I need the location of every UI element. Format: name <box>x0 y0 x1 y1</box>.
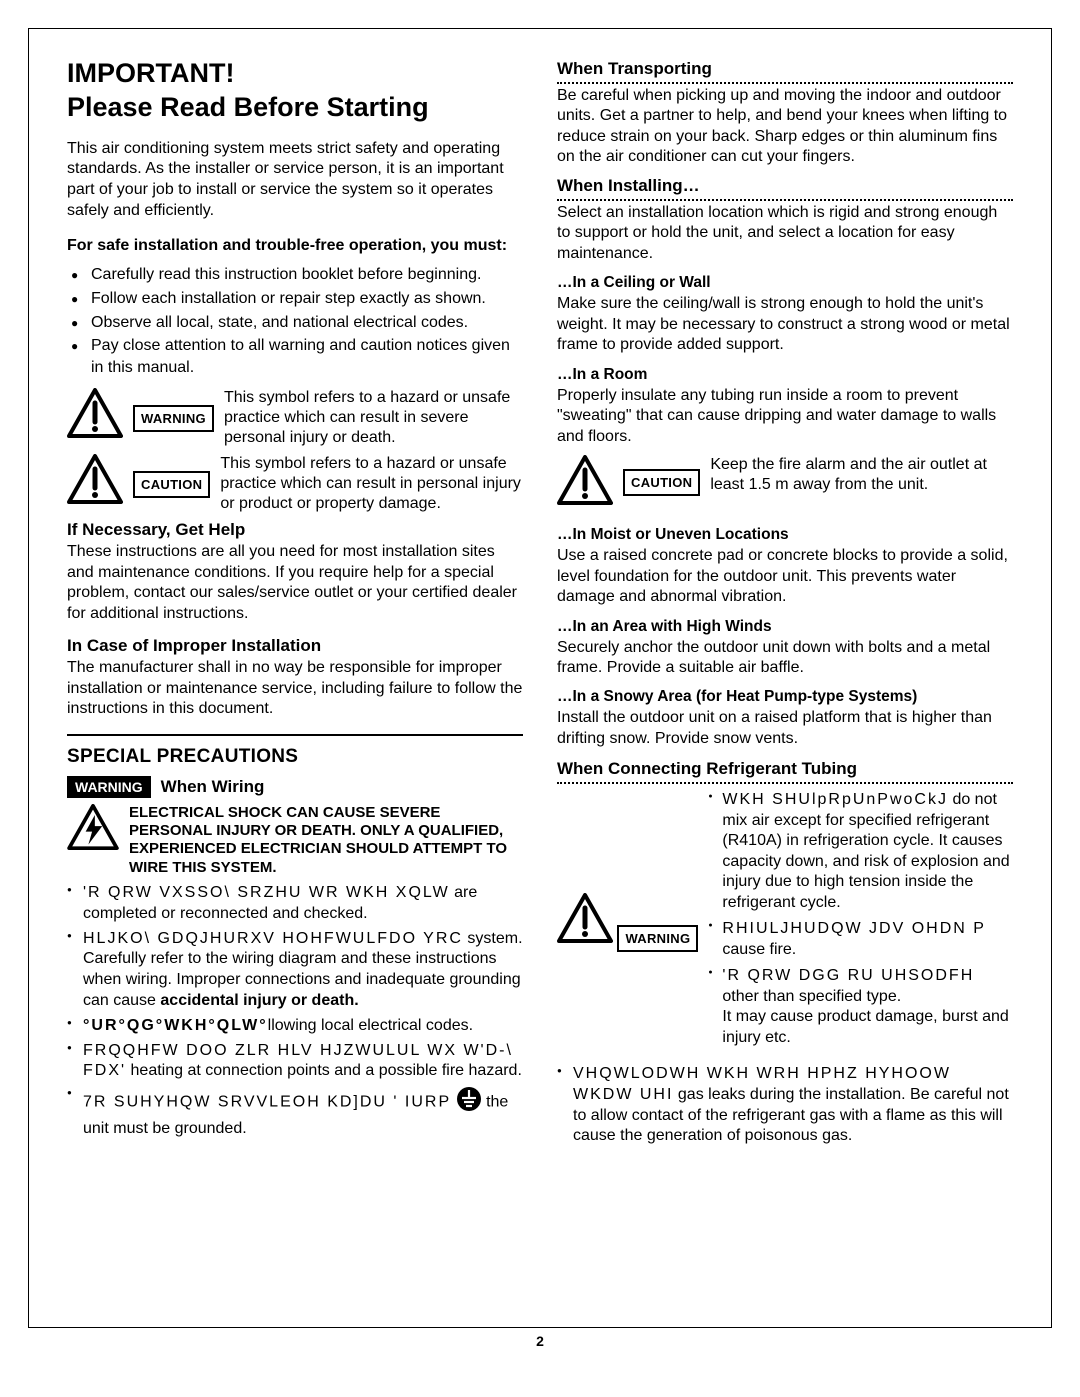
refrigerant-warning-icon-group: WARNING <box>557 893 698 952</box>
installing-heading: When Installing… <box>557 176 1013 201</box>
must-heading: For safe installation and trouble-free o… <box>67 236 523 257</box>
garbled-text: 'R QRW DGG RU UHSODFH <box>722 967 974 984</box>
lightning-triangle-icon <box>67 804 119 855</box>
page-frame: IMPORTANT! Please Read Before Starting T… <box>28 28 1052 1328</box>
moist-paragraph: Use a raised concrete pad or concrete bl… <box>557 546 1013 607</box>
help-heading: If Necessary, Get Help <box>67 520 523 540</box>
wiring-heading-row: WARNING When Wiring <box>67 776 523 798</box>
list-item: RHIULJHUDQW JDV OHDN P cause fire. <box>708 919 1013 960</box>
wiring-bullet-list: 'R QRW VXSSO\ SRZHU WR WKH XQLW are comp… <box>67 883 523 1140</box>
ceiling-heading: …In a Ceiling or Wall <box>557 274 1013 292</box>
list-item: 'R QRW VXSSO\ SRZHU WR WKH XQLW are comp… <box>67 883 523 925</box>
bold-text: accidental injury or death. <box>160 992 358 1009</box>
refrigerant-heading: When Connecting Refrigerant Tubing <box>557 759 1013 784</box>
wiring-heading: When Wiring <box>161 777 265 797</box>
warning-triangle-icon <box>67 388 123 443</box>
list-item: °UR°QG°WKH°QLW°llowing local electrical … <box>67 1016 523 1037</box>
caution-badge: CAUTION <box>623 469 700 496</box>
ceiling-paragraph: Make sure the ceiling/wall is strong eno… <box>557 294 1013 355</box>
caution-triangle-icon <box>557 455 613 510</box>
two-column-layout: IMPORTANT! Please Read Before Starting T… <box>67 57 1013 1151</box>
installing-paragraph: Select an installation location which is… <box>557 203 1013 264</box>
must-list: Carefully read this instruction booklet … <box>67 264 523 378</box>
help-paragraph: These instructions are all you need for … <box>67 542 523 624</box>
text: cause fire. <box>722 941 796 958</box>
list-item: Carefully read this instruction booklet … <box>67 264 523 286</box>
text: heating at connection points and a possi… <box>131 1062 522 1079</box>
shock-warning-text: ELECTRICAL SHOCK CAN CAUSE SEVERE PERSON… <box>129 804 523 877</box>
ventilate-list: VHQWLODWH WKH WRH HPHZ HYHOOW WKDW UHI g… <box>557 1064 1013 1147</box>
garbled-text: 7R SUHYHQW SRVVLEOH KD]DU ' IURP <box>83 1094 451 1111</box>
intro-paragraph: This air conditioning system meets stric… <box>67 139 523 222</box>
garbled-text: RHIULJHUDQW JDV OHDN P <box>722 920 986 937</box>
moist-heading: …In Moist or Uneven Locations <box>557 526 1013 544</box>
wind-heading: …In an Area with High Winds <box>557 618 1013 636</box>
transporting-heading: When Transporting <box>557 59 1013 84</box>
text: do not mix air except for specified refr… <box>722 791 1009 910</box>
shock-warning-row: ELECTRICAL SHOCK CAN CAUSE SEVERE PERSON… <box>67 804 523 877</box>
heading-line-1: IMPORTANT! <box>67 58 234 88</box>
garbled-text: 'R QRW VXSSO\ SRZHU WR WKH XQLW <box>83 884 450 901</box>
text: It may cause product damage, burst and i… <box>722 1008 1008 1045</box>
wind-paragraph: Securely anchor the outdoor unit down wi… <box>557 638 1013 679</box>
snow-heading: …In a Snowy Area (for Heat Pump-type Sys… <box>557 688 1013 706</box>
list-item: 7R SUHYHQW SRVVLEOH KD]DU ' IURP the uni… <box>67 1086 523 1140</box>
transporting-paragraph: Be careful when picking up and moving th… <box>557 86 1013 168</box>
snow-paragraph: Install the outdoor unit on a raised pla… <box>557 708 1013 749</box>
warning-badge-filled: WARNING <box>67 776 151 798</box>
text: other than specified type. <box>722 988 901 1005</box>
heading-line-2: Please Read Before Starting <box>67 92 429 122</box>
right-column: When Transporting Be careful when pickin… <box>557 57 1013 1151</box>
caution-triangle-icon <box>67 454 123 509</box>
list-item: Pay close attention to all warning and c… <box>67 335 523 378</box>
improper-heading: In Case of Improper Installation <box>67 636 523 656</box>
room-paragraph: Properly insulate any tubing run inside … <box>557 386 1013 447</box>
warning-badge: WARNING <box>617 925 698 952</box>
refrigerant-warning-row: WARNING WKH SHUlpRpUnPwoCkJ do not mix a… <box>557 790 1013 1054</box>
list-item: Follow each installation or repair step … <box>67 288 523 310</box>
garbled-text: HLJKO\ GDQJHURXV HOHFWULFDO YRC <box>83 930 463 947</box>
list-item: 'R QRW DGG RU UHSODFH other than specifi… <box>708 966 1013 1048</box>
special-precautions-heading: SPECIAL PRECAUTIONS <box>67 746 523 768</box>
main-heading: IMPORTANT! Please Read Before Starting <box>67 57 523 125</box>
room-caution-text: Keep the fire alarm and the air outlet a… <box>710 455 1013 495</box>
list-item: FRQQHFW DOO ZLR HLV HJZWULUL WX W'D-\ FD… <box>67 1041 523 1083</box>
caution-badge: CAUTION <box>133 471 210 498</box>
garbled-bold-text: °UR°QG°WKH°QLW° <box>83 1017 268 1034</box>
warning-symbol-row: WARNING This symbol refers to a hazard o… <box>67 388 523 448</box>
text: llowing local electrical codes. <box>268 1017 473 1034</box>
list-item: HLJKO\ GDQJHURXV HOHFWULFDO YRC system. … <box>67 929 523 1012</box>
caution-description: This symbol refers to a hazard or unsafe… <box>220 454 523 514</box>
warning-description: This symbol refers to a hazard or unsafe… <box>224 388 523 448</box>
garbled-text: WKH SHUlpRpUnPwoCkJ <box>722 791 948 808</box>
list-item: Observe all local, state, and national e… <box>67 312 523 334</box>
improper-paragraph: The manufacturer shall in no way be resp… <box>67 658 523 719</box>
ground-icon <box>456 1086 482 1119</box>
refrigerant-warning-list: WKH SHUlpRpUnPwoCkJ do not mix air excep… <box>708 790 1013 1054</box>
list-item: WKH SHUlpRpUnPwoCkJ do not mix air excep… <box>708 790 1013 913</box>
list-item: VHQWLODWH WKH WRH HPHZ HYHOOW WKDW UHI g… <box>557 1064 1013 1147</box>
warning-triangle-icon <box>557 893 613 943</box>
caution-symbol-row: CAUTION This symbol refers to a hazard o… <box>67 454 523 514</box>
section-rule <box>67 734 523 736</box>
page-number: 2 <box>29 1333 1051 1349</box>
warning-badge: WARNING <box>133 405 214 432</box>
room-heading: …In a Room <box>557 366 1013 384</box>
left-column: IMPORTANT! Please Read Before Starting T… <box>67 57 523 1151</box>
room-caution-row: CAUTION Keep the fire alarm and the air … <box>557 455 1013 510</box>
